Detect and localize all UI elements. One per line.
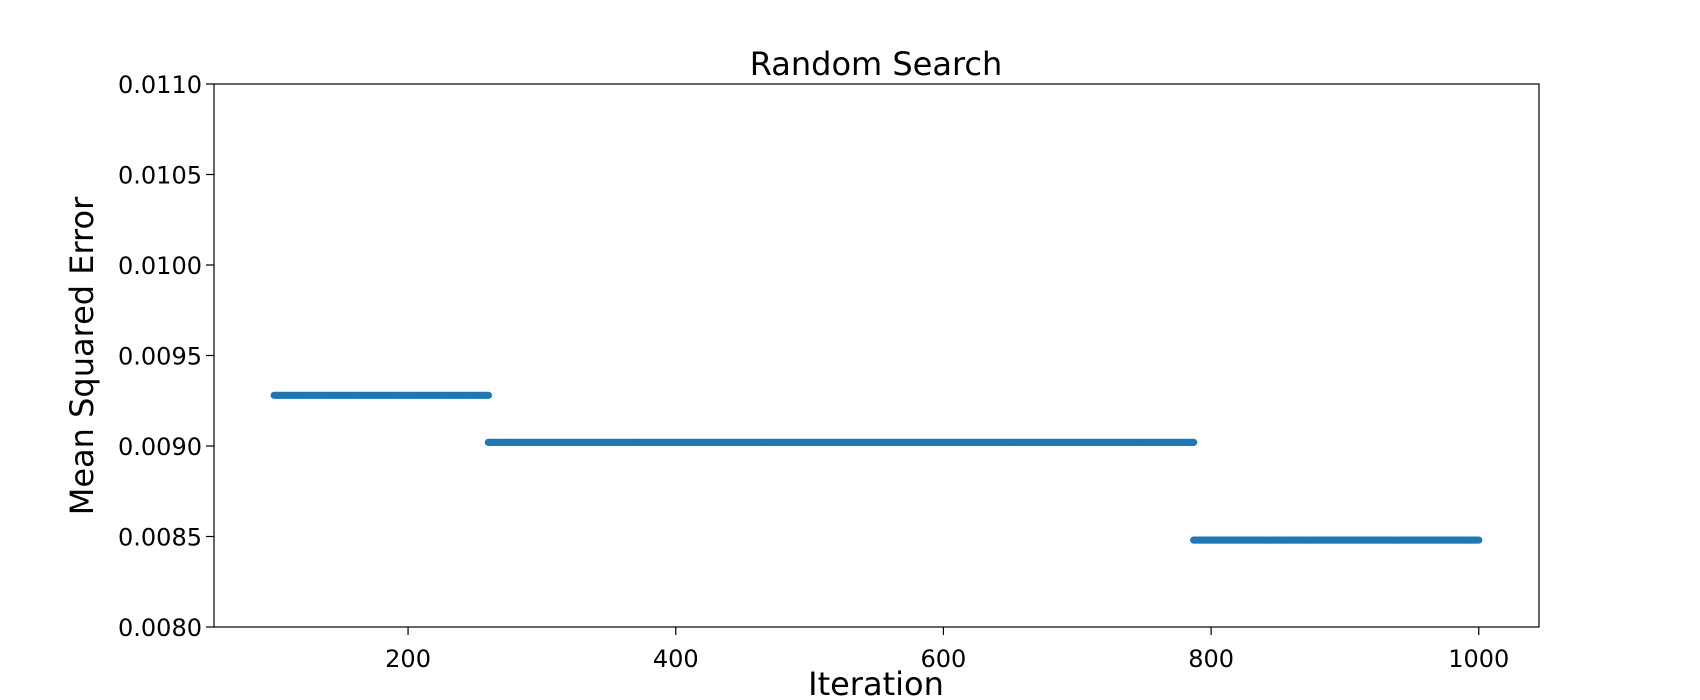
y-tick-label: 0.0100 (118, 252, 202, 280)
x-tick-label: 200 (385, 645, 431, 673)
plot-frame (213, 83, 1540, 628)
chart-title: Random Search (750, 45, 1003, 83)
data-point (1190, 438, 1198, 446)
data-points (270, 391, 1483, 544)
data-point (484, 391, 492, 399)
y-tick-label: 0.0085 (118, 524, 202, 552)
x-axis-label: Iteration (808, 665, 944, 700)
y-axis-label: Mean Squared Error (63, 196, 101, 515)
y-tick-label: 0.0080 (118, 614, 202, 642)
y-axis-ticks: 0.0080 0.0085 0.0090 0.0095 0.0100 0.0105 0.01… (118, 71, 214, 642)
x-tick-label: 400 (653, 645, 699, 673)
x-tick-label: 600 (921, 645, 967, 673)
x-tick-label: 800 (1188, 645, 1234, 673)
y-tick-label: 0.0095 (118, 343, 202, 371)
y-tick-label: 0.0090 (118, 433, 202, 461)
y-tick-label: 0.0110 (118, 71, 202, 99)
x-axis-ticks: 200 400 600 800 1000 (385, 627, 1509, 673)
data-point (1475, 536, 1483, 544)
y-tick-label: 0.0105 (118, 162, 202, 190)
x-tick-label: 1000 (1448, 645, 1509, 673)
